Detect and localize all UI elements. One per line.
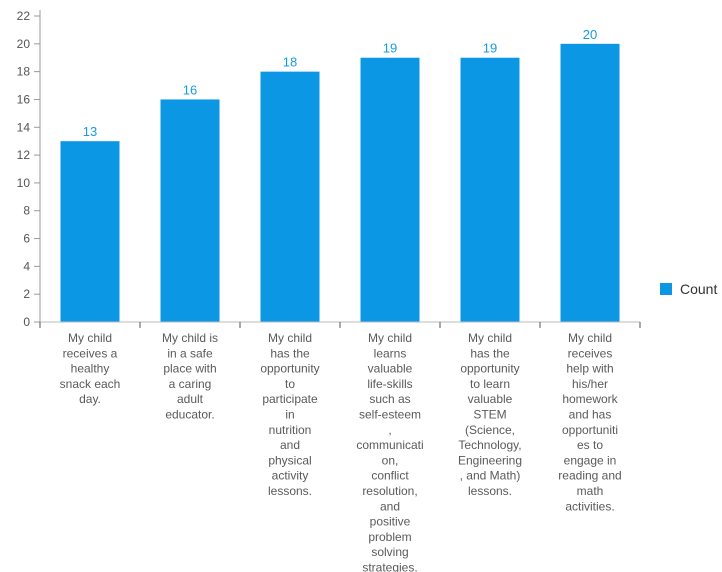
y-tick-label: 2 xyxy=(23,287,30,301)
y-tick-label: 10 xyxy=(17,176,31,190)
x-category-label: My child learns valuable life-skills such as… xyxy=(356,331,423,572)
bar-value-label: 20 xyxy=(583,27,597,42)
bar-value-label: 19 xyxy=(383,41,397,56)
x-category-label: My child receives a healthy snack each day. xyxy=(60,331,121,406)
bar-value-label: 18 xyxy=(283,55,297,70)
legend: Count xyxy=(660,281,717,297)
y-tick-label: 0 xyxy=(23,315,30,329)
bar xyxy=(560,43,620,323)
y-tick-label: 8 xyxy=(23,204,30,218)
bar xyxy=(160,99,220,322)
bar-value-label: 13 xyxy=(83,124,97,139)
y-tick-label: 14 xyxy=(17,120,31,134)
y-tick-label: 22 xyxy=(17,9,31,23)
legend-swatch-count xyxy=(660,283,672,295)
y-tick-label: 12 xyxy=(17,148,31,162)
y-tick-label: 18 xyxy=(17,65,31,79)
x-category-label: My child is in a safe place with a caring ad… xyxy=(162,331,218,422)
x-category-label: My child has the opportunity to learn valuab… xyxy=(458,331,522,498)
y-tick-label: 20 xyxy=(17,37,31,51)
x-category-label: My child receives help with his/her homework… xyxy=(558,331,621,513)
bar-value-label: 16 xyxy=(183,82,197,97)
y-tick-label: 4 xyxy=(23,259,30,273)
x-category-label: My child has the opportunity to participate i… xyxy=(260,331,319,498)
bar xyxy=(260,71,320,323)
x-axis: My child receives a healthy snack each day. M… xyxy=(39,321,641,572)
y-tick-label: 16 xyxy=(17,92,31,106)
bar-value-label: 19 xyxy=(483,41,497,56)
y-tick-label: 6 xyxy=(23,232,30,246)
legend-label-count: Count xyxy=(680,281,717,297)
bar xyxy=(360,57,420,323)
y-axis: 0 2 4 6 8 10 12 14 16 18 20 22 xyxy=(17,9,41,329)
bars: 13 16 18 19 19 20 xyxy=(60,27,620,323)
bar xyxy=(460,57,520,323)
bar xyxy=(60,141,120,322)
